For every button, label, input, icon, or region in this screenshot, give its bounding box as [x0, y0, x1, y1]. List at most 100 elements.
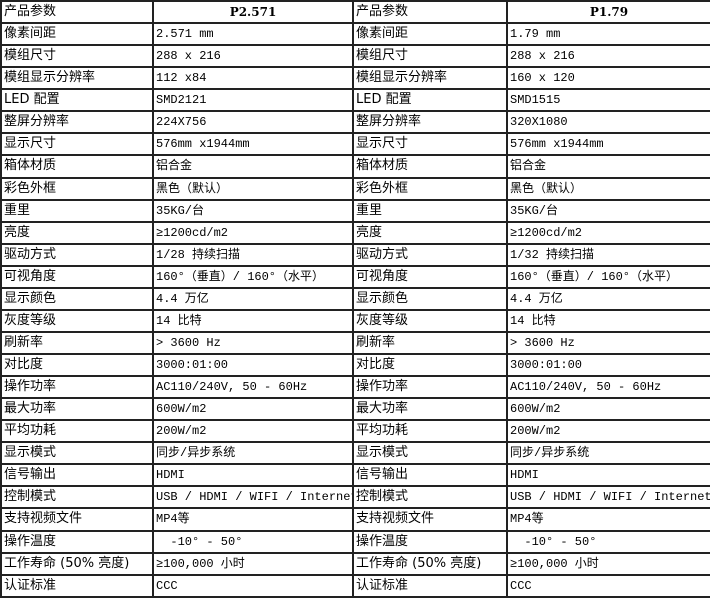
- value-right: AC110/240V, 50 - 60Hz: [506, 375, 710, 400]
- value-left: 200W/m2: [152, 419, 354, 444]
- table-row: 灰度等级 14 比特 灰度等级 14 比特: [0, 308, 710, 333]
- param-label-left: 最大功率: [0, 397, 154, 422]
- table-row: 最大功率 600W/m2 最大功率 600W/m2: [0, 397, 710, 422]
- header-row: 产品参数 P2.571 产品参数 P1.79: [0, 0, 710, 25]
- value-right: HDMI: [506, 463, 710, 488]
- value-left: 160°（垂直）/ 160°（水平）: [152, 264, 354, 289]
- param-header-left: 产品参数: [0, 0, 154, 25]
- value-left: 铝合金: [152, 154, 354, 179]
- value-right: 320X1080: [506, 110, 710, 135]
- value-right: 1.79 mm: [506, 22, 710, 47]
- param-label-left: 可视角度: [0, 264, 154, 289]
- value-right: 600W/m2: [506, 397, 710, 422]
- value-right: USB / HDMI / WIFI / Internet: [506, 485, 710, 510]
- value-right: 同步/异步系统: [506, 441, 710, 466]
- value-left: 4.4 万亿: [152, 286, 354, 311]
- table-row: 模组显示分辨率 112 x84 模组显示分辨率 160 x 120: [0, 66, 710, 91]
- value-left: 同步/异步系统: [152, 441, 354, 466]
- param-label-left: 重里: [0, 198, 154, 223]
- model-header-right: P1.79: [506, 0, 710, 25]
- value-left: SMD2121: [152, 88, 354, 113]
- param-label-right: 控制模式: [352, 485, 508, 510]
- value-right: > 3600 Hz: [506, 330, 710, 356]
- value-right: 14 比特: [506, 308, 710, 333]
- value-right: 铝合金: [506, 154, 710, 179]
- value-left: HDMI: [152, 463, 354, 488]
- value-left: -10° - 50°: [152, 529, 354, 554]
- model-header-left: P2.571: [152, 0, 354, 25]
- table-row: 重里 35KG/台 重里 35KG/台: [0, 198, 710, 223]
- table-row: 驱动方式 1/28 持续扫描 驱动方式 1/32 持续扫描: [0, 242, 710, 267]
- table-row: 彩色外框 黑色（默认） 彩色外框 黑色（默认）: [0, 176, 710, 201]
- param-label-right: 重里: [352, 198, 508, 223]
- param-label-left: 模组显示分辨率: [0, 66, 154, 91]
- param-label-left: 支持视频文件: [0, 507, 154, 532]
- value-left: 35KG/台: [152, 198, 354, 223]
- value-left: 黑色（默认）: [152, 176, 354, 201]
- param-label-left: 信号输出: [0, 463, 154, 488]
- value-left: USB / HDMI / WIFI / Internet: [152, 485, 354, 510]
- param-label-left: 彩色外框: [0, 176, 154, 201]
- table-row: 操作温度 -10° - 50° 操作温度 -10° - 50°: [0, 529, 710, 554]
- param-label-left: 亮度: [0, 220, 154, 245]
- param-label-left: 工作寿命 (50% 亮度): [0, 551, 154, 576]
- param-label-left: 灰度等级: [0, 308, 154, 333]
- param-label-left: 认证标准: [0, 573, 154, 598]
- value-left: ≥100,000 小时: [152, 551, 354, 576]
- value-right: CCC: [506, 573, 710, 598]
- value-left: 288 x 216: [152, 44, 354, 69]
- param-label-left: 驱动方式: [0, 242, 154, 267]
- table-row: 显示模式 同步/异步系统 显示模式 同步/异步系统: [0, 441, 710, 466]
- param-label-right: 对比度: [352, 352, 508, 378]
- param-label-right: 显示颜色: [352, 286, 508, 311]
- param-label-right: 显示模式: [352, 441, 508, 466]
- param-label-left: 显示模式: [0, 441, 154, 466]
- table-row: 信号输出 HDMI 信号输出 HDMI: [0, 463, 710, 488]
- param-label-right: 整屏分辨率: [352, 110, 508, 135]
- param-label-left: 控制模式: [0, 485, 154, 510]
- param-label-left: LED 配置: [0, 88, 154, 113]
- value-right: SMD1515: [506, 88, 710, 113]
- table-row: 控制模式 USB / HDMI / WIFI / Internet 控制模式 USB …: [0, 485, 710, 510]
- value-right: ≥100,000 小时: [506, 551, 710, 576]
- value-left: AC110/240V, 50 - 60Hz: [152, 375, 354, 400]
- param-label-right: 亮度: [352, 220, 508, 245]
- value-left: 576mm x1944mm: [152, 132, 354, 157]
- table-row: 显示尺寸 576mm x1944mm 显示尺寸 576mm x1944mm: [0, 132, 710, 157]
- param-label-right: LED 配置: [352, 88, 508, 113]
- param-label-left: 操作功率: [0, 375, 154, 400]
- table-row: 对比度 3000:01:00 对比度 3000:01:00: [0, 352, 710, 378]
- table-row: 箱体材质 铝合金 箱体材质 铝合金: [0, 154, 710, 179]
- table-row: 支持视频文件 MP4等 支持视频文件 MP4等: [0, 507, 710, 532]
- param-label-right: 操作温度: [352, 529, 508, 554]
- param-label-left: 刷新率: [0, 330, 154, 356]
- param-label-left: 箱体材质: [0, 154, 154, 179]
- value-right: 576mm x1944mm: [506, 132, 710, 157]
- value-left: CCC: [152, 573, 354, 598]
- value-right: 160°（垂直）/ 160°（水平）: [506, 264, 710, 289]
- param-label-right: 认证标准: [352, 573, 508, 598]
- param-label-right: 模组尺寸: [352, 44, 508, 69]
- value-left: 224X756: [152, 110, 354, 135]
- param-label-right: 驱动方式: [352, 242, 508, 267]
- value-left: 1/28 持续扫描: [152, 242, 354, 267]
- table-row: 可视角度 160°（垂直）/ 160°（水平） 可视角度 160°（垂直）/ 160°…: [0, 264, 710, 289]
- param-label-left: 操作温度: [0, 529, 154, 554]
- table-row: 平均功耗 200W/m2 平均功耗 200W/m2: [0, 419, 710, 444]
- value-right: 288 x 216: [506, 44, 710, 69]
- param-label-left: 平均功耗: [0, 419, 154, 444]
- param-label-right: 彩色外框: [352, 176, 508, 201]
- value-right: 4.4 万亿: [506, 286, 710, 311]
- value-left: ≥1200cd/m2: [152, 220, 354, 245]
- param-label-left: 显示尺寸: [0, 132, 154, 157]
- param-label-left: 模组尺寸: [0, 44, 154, 69]
- param-label-right: 操作功率: [352, 375, 508, 400]
- param-label-left: 整屏分辨率: [0, 110, 154, 135]
- value-right: 3000:01:00: [506, 352, 710, 378]
- param-label-right: 刷新率: [352, 330, 508, 356]
- value-left: 2.571 mm: [152, 22, 354, 47]
- param-label-left: 像素间距: [0, 22, 154, 47]
- table-row: 显示颜色 4.4 万亿 显示颜色 4.4 万亿: [0, 286, 710, 311]
- value-right: -10° - 50°: [506, 529, 710, 554]
